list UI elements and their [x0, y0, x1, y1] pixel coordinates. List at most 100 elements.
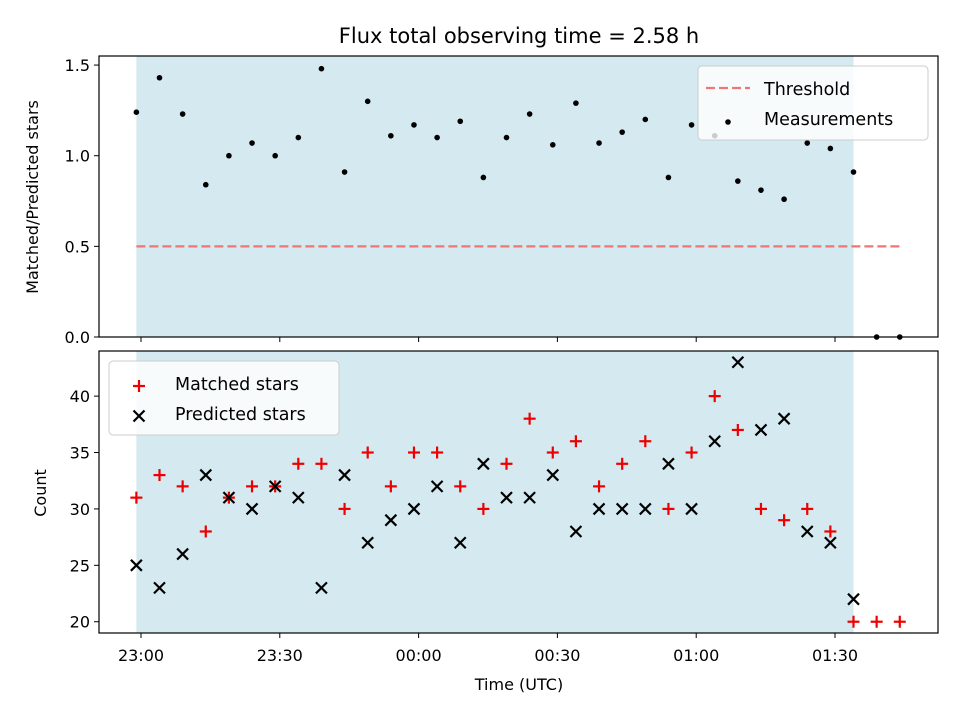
data-point-matched [246, 480, 259, 493]
legend-label: Predicted stars [175, 405, 306, 425]
data-point-predicted [523, 491, 536, 504]
data-point-predicted [685, 502, 698, 516]
y-tick-label: 35 [70, 444, 90, 463]
y-tick-label: 1.0 [65, 147, 90, 166]
data-point [364, 98, 371, 105]
series-measurements [133, 65, 903, 340]
data-point [179, 111, 186, 117]
chart-title: Flux total observing time = 2.58 h [339, 24, 699, 48]
data-point-matched [407, 446, 420, 459]
data-point-matched [662, 502, 675, 515]
legend-label: Matched stars [175, 375, 299, 395]
x-tick-label: 01:00 [673, 646, 719, 665]
data-point-predicted [824, 536, 837, 550]
y-tick-label: 0.0 [65, 328, 90, 347]
y-tick-label: 25 [70, 556, 90, 575]
data-point-predicted [592, 502, 606, 516]
data-point [688, 122, 695, 128]
data-point-predicted [361, 536, 374, 550]
legend-box [697, 65, 929, 141]
data-point-predicted [731, 356, 745, 369]
data-point [850, 169, 857, 175]
data-point-matched [708, 390, 721, 403]
data-point [596, 140, 602, 146]
data-point-matched [292, 457, 305, 470]
data-point-predicted [130, 559, 143, 572]
axes-frame-ratio [98, 55, 939, 338]
data-point-matched [824, 525, 837, 538]
data-point [758, 187, 764, 193]
data-point-predicted [569, 525, 583, 538]
data-point-predicted [615, 502, 629, 516]
y-tick-label: 1.5 [65, 56, 90, 75]
data-point-matched [847, 615, 860, 628]
data-point-matched [176, 480, 189, 493]
data-point [781, 196, 787, 203]
data-point [642, 116, 649, 123]
data-point-predicted [777, 412, 791, 425]
data-point [156, 74, 163, 81]
data-point-predicted [453, 536, 467, 550]
legend-label: Measurements [764, 110, 893, 130]
data-point-matched [685, 446, 698, 459]
y-tick-label: 30 [70, 500, 90, 519]
data-point-matched [454, 480, 467, 493]
data-point-predicted [407, 502, 421, 516]
data-point-matched [361, 446, 374, 459]
data-point-matched [315, 457, 328, 470]
data-point-matched [338, 502, 351, 515]
x-tick-label: 01:30 [812, 646, 858, 665]
data-point [457, 118, 464, 125]
data-point-predicted [245, 502, 259, 516]
panel-ratio: 0.0 0.5 1.0 1.5 Threshold Measurements [65, 55, 939, 347]
data-point-predicted [315, 581, 328, 595]
data-point-predicted [639, 502, 652, 516]
y-axis-label-count: Count [31, 469, 50, 517]
data-point-matched [870, 615, 883, 628]
data-point-matched [153, 469, 166, 482]
data-point-matched [384, 480, 397, 493]
data-point [411, 122, 417, 128]
data-point-matched [754, 502, 767, 515]
data-point-predicted [800, 525, 814, 538]
data-point [735, 178, 741, 184]
axes-frame-count [98, 350, 939, 634]
data-point-predicted [477, 457, 490, 471]
data-point [526, 111, 533, 117]
data-point-predicted [199, 468, 213, 482]
data-point [573, 100, 579, 106]
data-point [295, 134, 302, 141]
data-point-matched [778, 514, 791, 527]
data-point-predicted [754, 423, 768, 437]
data-point-matched [569, 435, 582, 448]
panel-count: 20 25 30 35 40 23:00 23:30 00:00 00:30 01:00 01:30… [70, 350, 939, 665]
data-point-predicted [546, 468, 560, 482]
data-point [388, 132, 394, 139]
data-point [133, 109, 140, 115]
data-point [434, 134, 440, 141]
data-point-matched [593, 480, 606, 493]
legend-predicted-swatch [132, 409, 146, 423]
x-tick-label: 00:30 [534, 646, 580, 665]
data-point-matched [893, 615, 906, 628]
legend-matched-swatch [133, 380, 145, 392]
data-point [804, 140, 811, 146]
data-point-matched [801, 502, 814, 515]
data-point [272, 152, 278, 159]
legend-measurements-swatch [725, 119, 731, 125]
data-point-predicted [708, 434, 721, 448]
data-point-matched [477, 502, 490, 515]
data-point-matched [431, 446, 444, 459]
x-tick-label: 00:00 [396, 646, 442, 665]
data-point-predicted [153, 581, 166, 595]
data-point-predicted [292, 491, 305, 504]
data-point-predicted [430, 480, 444, 493]
data-point-matched [731, 423, 744, 436]
data-point-matched [546, 446, 559, 459]
data-point-predicted [268, 480, 282, 493]
data-point [249, 140, 255, 146]
data-point-matched [199, 525, 212, 538]
data-point [341, 169, 348, 175]
series-predicted-stars [130, 356, 860, 606]
